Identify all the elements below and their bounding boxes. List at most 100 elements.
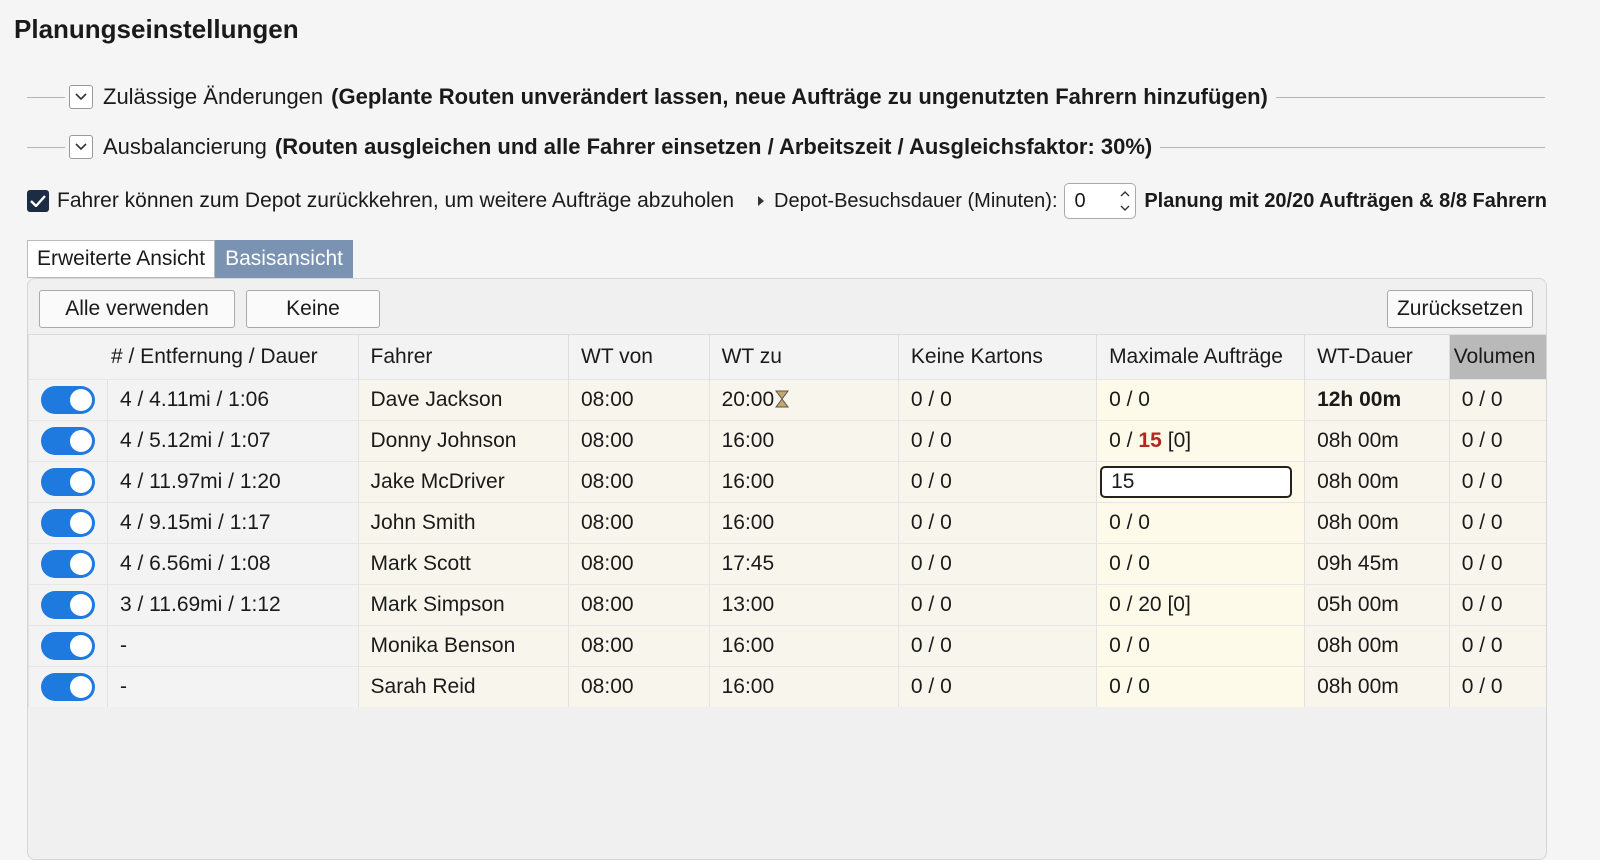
view-tabs: Erweiterte Ansicht Basisansicht (27, 240, 353, 278)
cell-text: 17:45 (721, 552, 775, 575)
table-cell: Monika Benson (357, 625, 569, 667)
button[interactable]: Alle verwenden (39, 290, 235, 328)
divider (27, 96, 65, 98)
toggle-switch[interactable] (41, 550, 95, 578)
toggle-switch[interactable] (41, 427, 95, 455)
table-cell: 17:45 (708, 543, 899, 585)
table-row: 4 / 11.97mi / 1:20 Jake McDriver 08:00 16:0… (28, 461, 1546, 503)
cell-part: 15 (1138, 429, 1162, 452)
spinner[interactable] (1115, 186, 1135, 216)
cell-text: 0 / 0 (1109, 388, 1150, 411)
cell-text: - (120, 634, 127, 657)
toggle-cell (28, 584, 108, 626)
table-row: 4 / 9.15mi / 1:17 John Smith 08:00 16:00 0 /… (28, 502, 1546, 544)
table-cell: 16:00 (708, 502, 899, 544)
cell-text: 0 / 0 (910, 470, 952, 493)
table-cell: 0 / 0 (897, 584, 1097, 626)
table-cell: Mark Scott (357, 543, 569, 585)
cell-text: 0 / 0 (910, 552, 952, 575)
column-header: WT von (568, 334, 710, 380)
cell-text: 0 / 0 (910, 429, 952, 452)
options-row: Fahrer können zum Depot zurückkehren, um… (27, 183, 1547, 219)
cell-text: Mark Simpson (370, 593, 505, 616)
input-value: 0 (1074, 189, 1086, 212)
checkbox[interactable] (27, 190, 49, 212)
cell-text: 0 / 0 (1109, 634, 1150, 657)
cell-text: 08h 00m (1317, 634, 1399, 657)
expand-toggle[interactable] (69, 135, 93, 159)
table-cell: 08:00 (568, 625, 710, 667)
table-cell: 0 / 0 (1448, 420, 1546, 462)
cell-text: 0 / 0 (1109, 511, 1150, 534)
table-cell: 0 / 0 (1448, 666, 1546, 707)
table-cell: 08:00 (568, 543, 710, 585)
cell-text: Jake McDriver (370, 470, 505, 493)
cell-text: 08h 00m (1317, 470, 1399, 493)
table-cell: Donny Johnson (357, 420, 569, 462)
cell-text: 0 / 0 (1461, 552, 1503, 575)
tab-active[interactable]: Basisansicht (215, 240, 353, 278)
table-cell: 05h 00m (1304, 584, 1450, 626)
cell-text: Monika Benson (370, 634, 516, 657)
column-header: Fahrer (357, 334, 569, 380)
cell-text: 08:00 (581, 675, 634, 698)
column-header: # / Entfernung / Dauer (28, 334, 359, 380)
button[interactable]: Zurücksetzen (1387, 290, 1533, 328)
table-row: - Sarah Reid 08:00 16:00 0 / 0 0 / 0 08h 00m 0 … (28, 666, 1546, 707)
expand-toggle[interactable] (69, 85, 93, 109)
cell-text: 0 / 0 (1461, 675, 1503, 698)
table-cell: 0 /15 [0] (1096, 420, 1305, 462)
table-cell: 20:00 (708, 379, 899, 421)
column-header: Volumen (1448, 334, 1546, 380)
table-cell: 16:00 (708, 420, 899, 462)
toggle-switch[interactable] (41, 468, 95, 496)
cell-text: 4 / 11.97mi / 1:20 (120, 470, 281, 493)
toggle-switch[interactable] (41, 632, 95, 660)
number-input[interactable]: 0 (1063, 183, 1136, 219)
cell-text: 0 / 0 (910, 593, 952, 616)
toggle-switch[interactable] (41, 673, 95, 701)
hourglass-icon (775, 390, 790, 408)
table-cell: 09h 45m (1304, 543, 1450, 585)
table-cell: 08:00 (568, 584, 710, 626)
button[interactable]: Keine (246, 290, 380, 328)
toggle-cell (28, 502, 108, 544)
cell-text: 08:00 (581, 634, 634, 657)
toggle-switch[interactable] (41, 509, 95, 537)
cell-text: 0 / 0 (1109, 675, 1150, 698)
cell-text: Dave Jackson (370, 388, 503, 411)
cell-text: 08:00 (581, 593, 634, 616)
cell-text: 4 / 6.56mi / 1:08 (120, 552, 271, 575)
table-cell: Sarah Reid (357, 666, 569, 707)
table-cell: 16:00 (708, 461, 899, 503)
cell-text: 08:00 (581, 388, 634, 411)
table-row: 4 / 6.56mi / 1:08 Mark Scott 08:00 17:45 0 /… (28, 543, 1546, 585)
toggle-cell (28, 666, 108, 707)
cell-part: 0 / (1109, 429, 1133, 452)
table-cell: 4 / 9.15mi / 1:17 (107, 502, 359, 544)
cell-text: 0 / 0 (1461, 634, 1503, 657)
table-cell: 0 / 0 (1096, 502, 1305, 544)
cell-text: 4 / 5.12mi / 1:07 (120, 429, 271, 452)
tab[interactable]: Erweiterte Ansicht (27, 240, 216, 278)
cell-text: 16:00 (721, 634, 775, 657)
text-input[interactable]: 15 (1100, 466, 1293, 498)
section-label: Zulässige Änderungen (103, 84, 324, 109)
table-cell: 3 / 11.69mi / 1:12 (107, 584, 359, 626)
table-cell: 08:00 (568, 502, 710, 544)
table-cell: 0 / 0 (897, 502, 1097, 544)
table-cell: 0 / 0 (1096, 543, 1305, 585)
table-cell: 0 / 0 (1448, 379, 1546, 421)
table-cell: 13:00 (708, 584, 899, 626)
table-cell: Dave Jackson (357, 379, 569, 421)
driver-table: # / Entfernung / Dauer Fahrer WT von WT zu K… (28, 334, 1546, 707)
cell-text: 12h 00m (1317, 388, 1402, 411)
cell-text: 0 / 0 (1461, 388, 1503, 411)
toggle-switch[interactable] (41, 386, 95, 414)
column-header: Maximale Aufträge (1096, 334, 1305, 380)
table-cell: 0 / 0 (1096, 379, 1305, 421)
cell-text: 09h 45m (1317, 552, 1399, 575)
cell-text: 13:00 (721, 593, 775, 616)
toggle-switch[interactable] (41, 591, 95, 619)
